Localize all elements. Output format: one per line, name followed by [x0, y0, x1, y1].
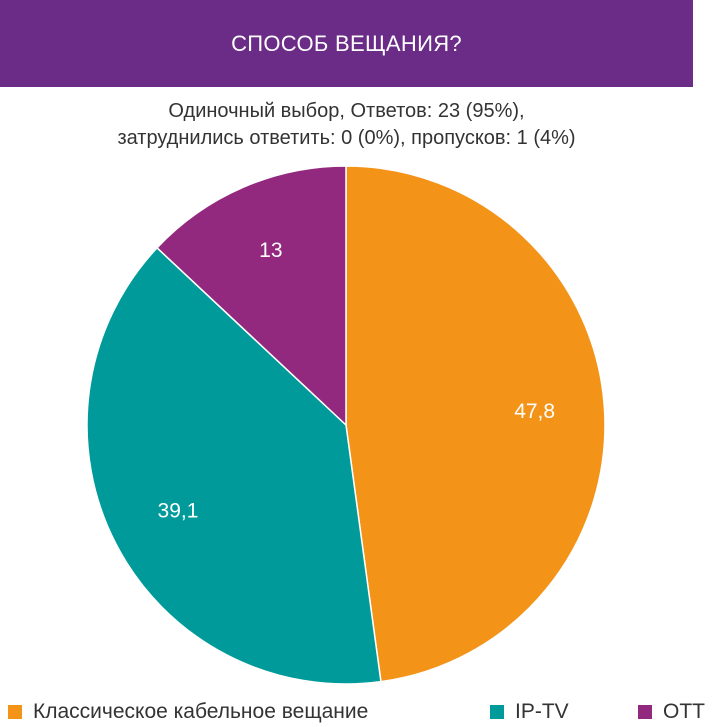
- chart-subtitle: Одиночный выбор, Ответов: 23 (95%), затр…: [0, 98, 693, 152]
- legend-label-ip-tv: IP-TV: [515, 700, 569, 723]
- subtitle-line-1: Одиночный выбор, Ответов: 23 (95%),: [168, 100, 525, 122]
- legend-swatch-ip-tv: [490, 705, 504, 719]
- pie-slice-ip-tv: [86, 246, 382, 685]
- pie-slice-ott: [155, 165, 347, 427]
- legend-item-ott: OTT: [638, 700, 705, 724]
- pie-slice-classic-cable: [345, 165, 606, 683]
- legend-label-ott: OTT: [663, 700, 705, 723]
- data-label-classic-cable: 47,8: [514, 400, 555, 423]
- legend: Классическое кабельное вещание IP-TV OTT: [0, 700, 720, 727]
- legend-label-classic-cable: Классическое кабельное вещание: [33, 700, 369, 723]
- chart-header: СПОСОБ ВЕЩАНИЯ?: [0, 0, 693, 87]
- data-label-ott: 13: [259, 239, 282, 262]
- legend-swatch-classic-cable: [8, 705, 22, 719]
- legend-item-classic-cable: Классическое кабельное вещание: [8, 700, 368, 724]
- data-label-ip-tv: 39,1: [158, 499, 199, 522]
- subtitle-line-2: затруднились ответить: 0 (0%), пропусков…: [117, 127, 576, 149]
- legend-swatch-ott: [638, 705, 652, 719]
- legend-item-ip-tv: IP-TV: [490, 700, 569, 724]
- chart-title: СПОСОБ ВЕЩАНИЯ?: [231, 30, 462, 56]
